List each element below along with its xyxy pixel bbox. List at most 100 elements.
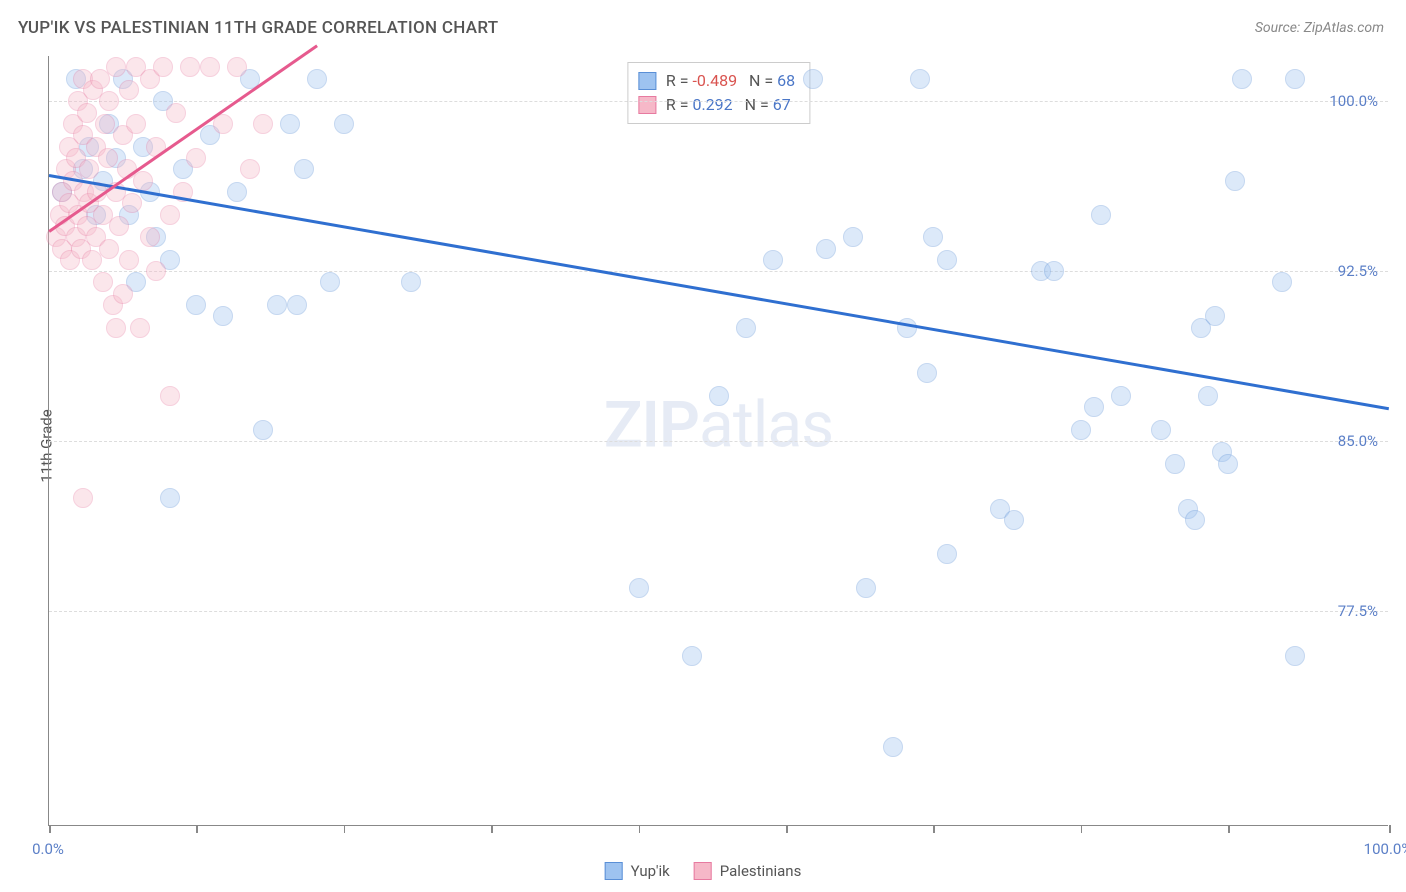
scatter-point [763,250,783,270]
scatter-point [1185,510,1205,530]
scatter-point [186,148,206,168]
y-tick-label: 92.5% [1338,262,1378,280]
gridline [49,611,1388,612]
scatter-point [307,69,327,89]
scatter-point [140,227,160,247]
scatter-point [1232,69,1252,89]
scatter-point [923,227,943,247]
scatter-point [287,295,307,315]
scatter-point [843,227,863,247]
scatter-point [160,488,180,508]
y-tick-label: 77.5% [1338,602,1378,620]
x-tick [1389,825,1391,833]
scatter-point [213,306,233,326]
legend-row: R = 0.292 N = 67 [638,93,795,117]
scatter-point [937,544,957,564]
scatter-point [267,295,287,315]
gridline [49,441,1388,442]
scatter-point [803,69,823,89]
gridline [49,101,1388,102]
scatter-point [160,205,180,225]
scatter-point [883,737,903,757]
x-tick [786,825,788,833]
scatter-point [1071,420,1091,440]
scatter-point [77,103,97,123]
x-tick-label: 0.0% [32,840,64,858]
legend-stats: R = 0.292 N = 67 [666,93,791,117]
scatter-point [166,103,186,123]
scatter-point [1272,272,1292,292]
scatter-point [99,239,119,259]
legend-swatch [638,96,656,114]
gridline [49,271,1388,272]
x-tick [49,825,51,833]
scatter-point [227,57,247,77]
x-tick [1228,825,1230,833]
scatter-point [113,284,133,304]
legend-stats: R = -0.489 N = 68 [666,69,795,93]
scatter-point [1285,646,1305,666]
scatter-point [98,148,118,168]
scatter-point [736,318,756,338]
legend-label: Yup'ik [631,862,670,880]
scatter-point [1165,454,1185,474]
scatter-point [79,159,99,179]
scatter-point [186,295,206,315]
scatter-point [240,159,260,179]
scatter-point [253,114,273,134]
scatter-point [99,91,119,111]
scatter-point [816,239,836,259]
x-tick [196,825,198,833]
scatter-point [320,272,340,292]
scatter-point [856,578,876,598]
scatter-point [73,488,93,508]
scatter-point [1004,510,1024,530]
scatter-point [146,261,166,281]
scatter-point [82,250,102,270]
scatter-point [122,193,142,213]
chart-container: YUP'IK VS PALESTINIAN 11TH GRADE CORRELA… [0,0,1406,892]
scatter-point [294,159,314,179]
scatter-point [180,57,200,77]
scatter-point [153,57,173,77]
scatter-point [253,420,273,440]
scatter-point [334,114,354,134]
scatter-point [1285,69,1305,89]
scatter-point [1151,420,1171,440]
scatter-point [119,250,139,270]
scatter-point [401,272,421,292]
scatter-point [119,80,139,100]
legend-swatch [638,72,656,90]
legend-swatch [694,862,712,880]
scatter-point [126,114,146,134]
series-legend: Yup'ik Palestinians [605,862,802,880]
y-tick-label: 100.0% [1329,92,1378,110]
scatter-point [280,114,300,134]
scatter-point [93,272,113,292]
scatter-point [629,578,649,598]
scatter-point [897,318,917,338]
scatter-point [1205,306,1225,326]
scatter-point [1111,386,1131,406]
scatter-point [200,57,220,77]
scatter-point [1198,386,1218,406]
scatter-point [682,646,702,666]
legend-label: Palestinians [720,862,802,880]
plot-area: ZIPatlas R = -0.489 N = 68R = 0.292 N = … [48,56,1388,826]
x-tick [344,825,346,833]
scatter-point [130,318,150,338]
x-tick [491,825,493,833]
scatter-point [227,182,247,202]
x-tick [933,825,935,833]
source-attribution: Source: ZipAtlas.com [1255,20,1384,36]
x-tick [1081,825,1083,833]
x-tick-label: 100.0% [1364,840,1406,858]
legend-item: Palestinians [694,862,802,880]
scatter-point [1084,397,1104,417]
y-tick-label: 85.0% [1338,432,1378,450]
chart-title: YUP'IK VS PALESTINIAN 11TH GRADE CORRELA… [18,18,498,38]
scatter-point [1044,261,1064,281]
scatter-point [937,250,957,270]
legend-item: Yup'ik [605,862,670,880]
scatter-point [910,69,930,89]
